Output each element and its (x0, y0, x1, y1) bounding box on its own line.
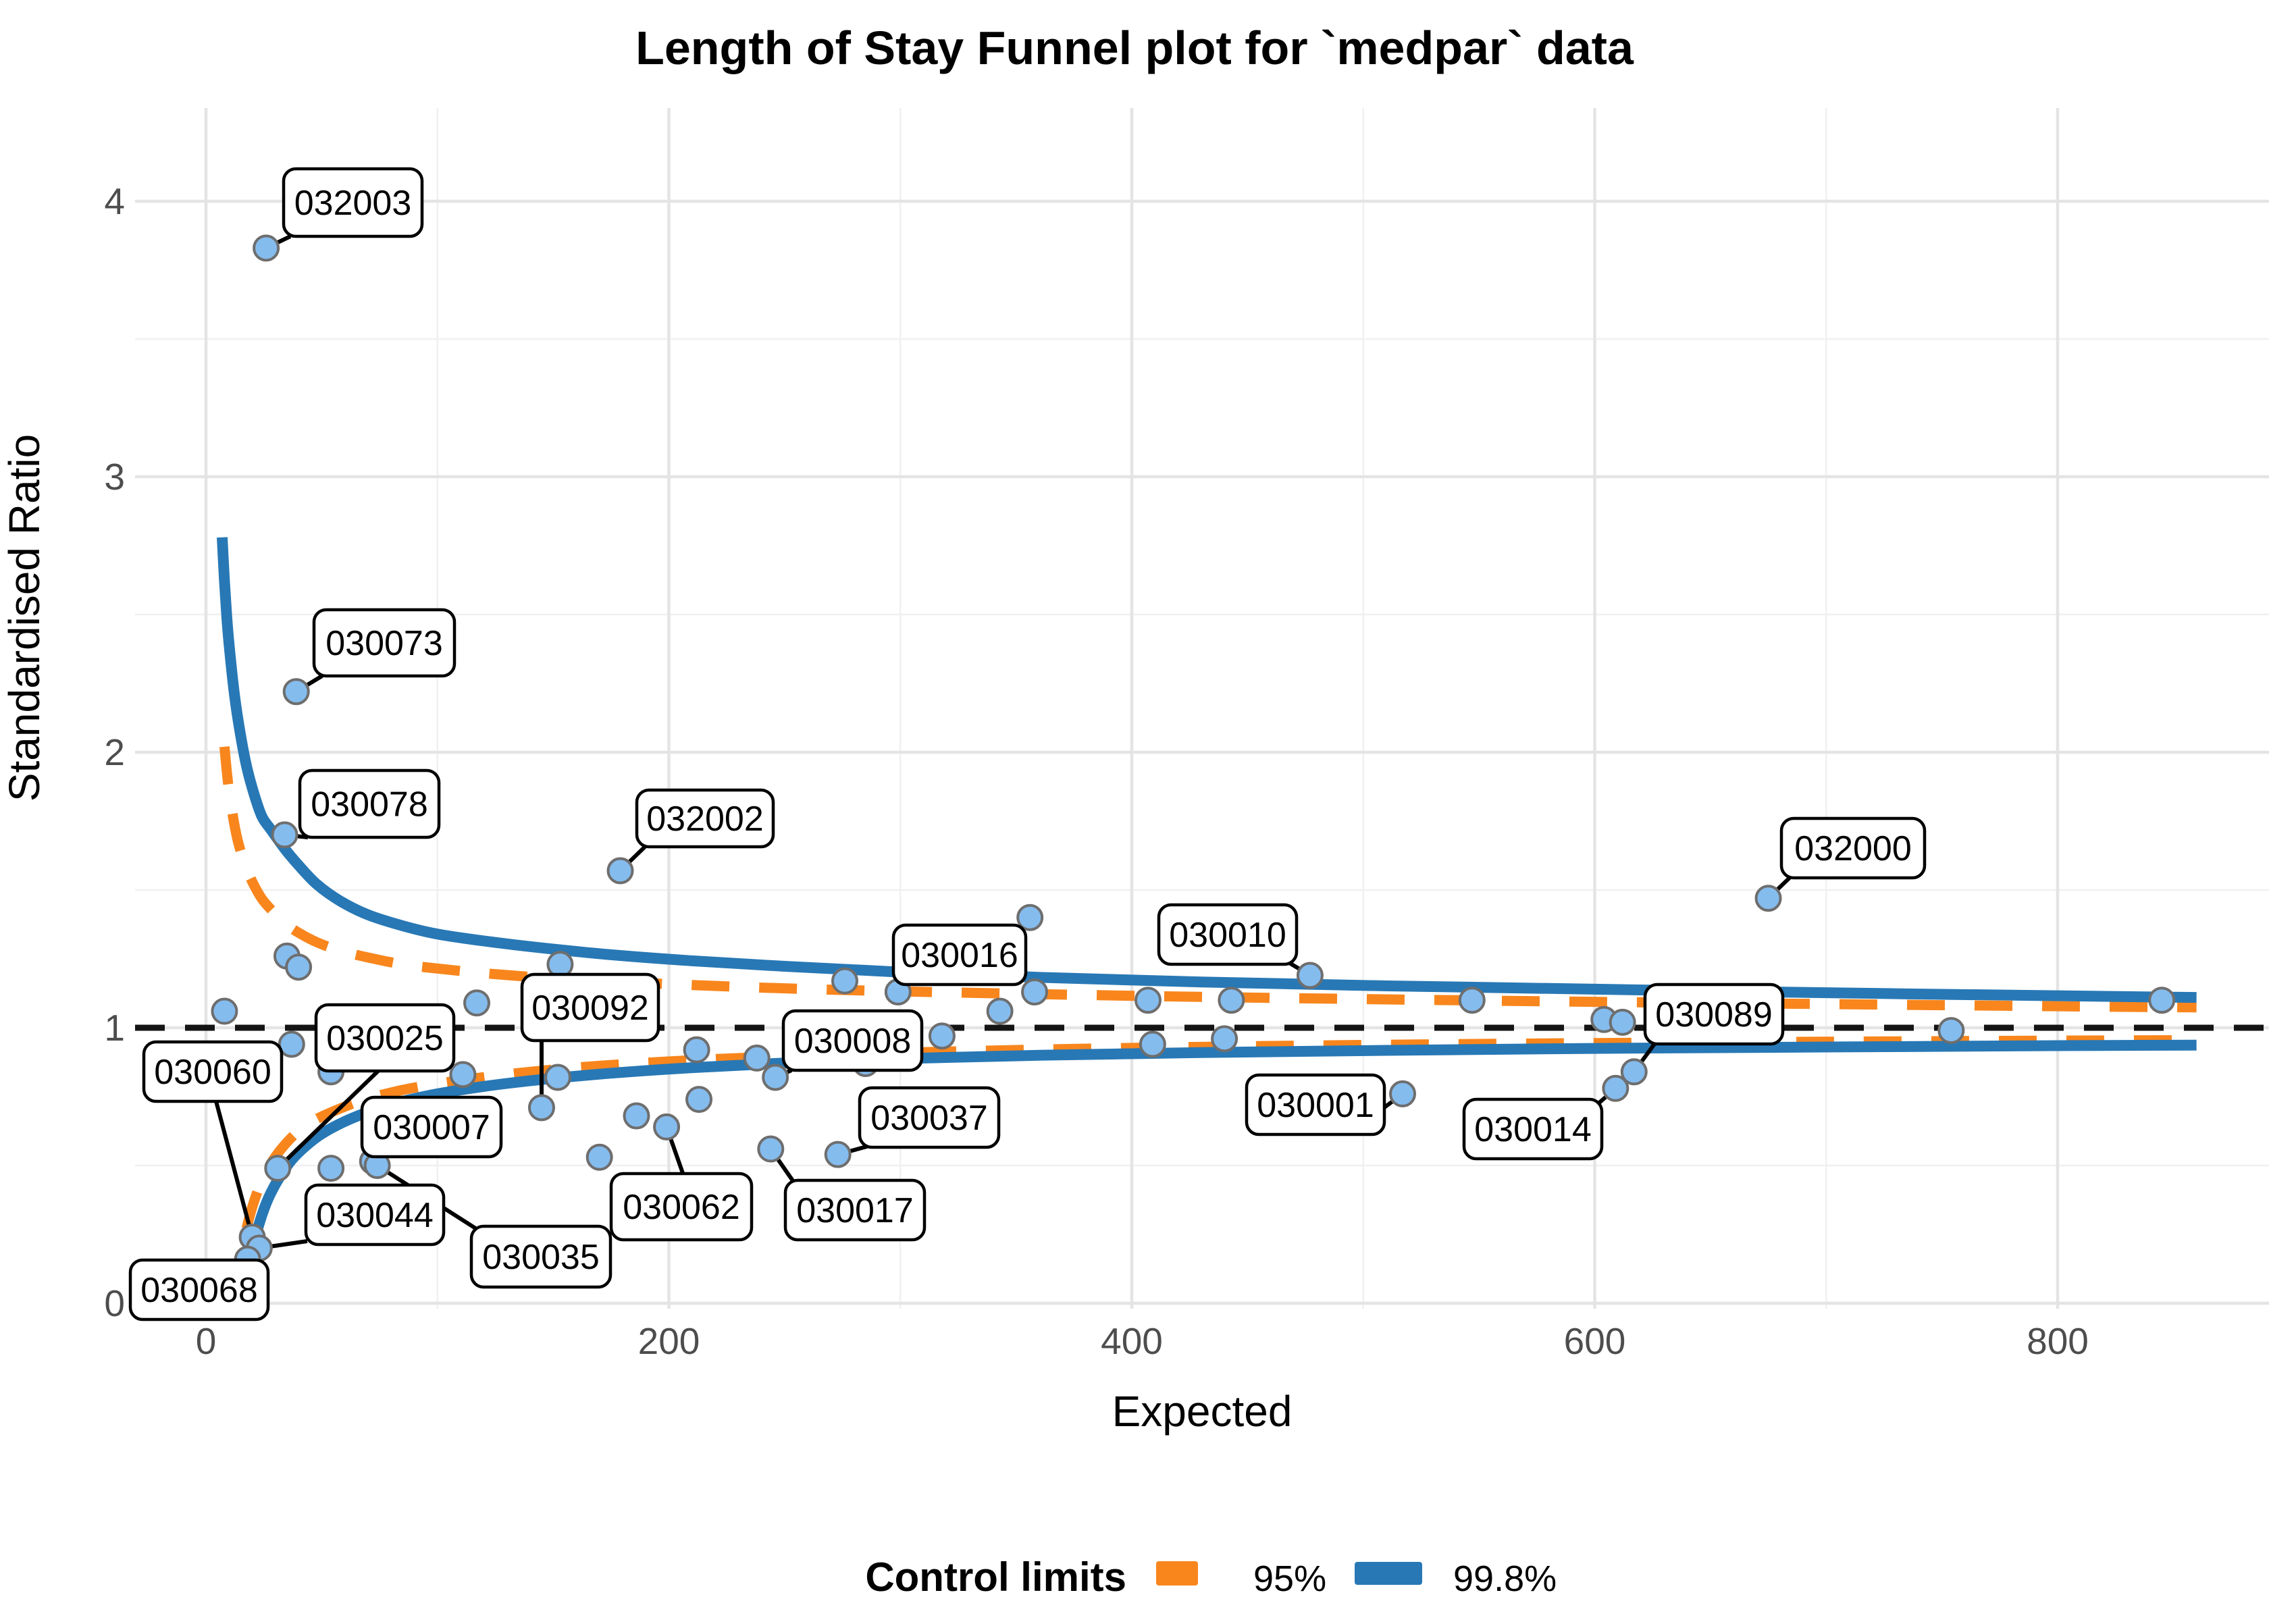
data-point-030008 (763, 1065, 787, 1089)
point-label-text-032003: 032003 (294, 184, 412, 223)
data-point-030017 (758, 1137, 783, 1161)
leader-line-030060 (216, 1101, 253, 1237)
point-label-text-030089: 030089 (1655, 995, 1773, 1034)
data-point (319, 1156, 343, 1180)
data-point-030073 (284, 679, 309, 704)
data-point (2149, 988, 2174, 1012)
data-point-032003 (254, 236, 278, 260)
legend-label-95: 95% (1253, 1558, 1326, 1599)
point-label-text-030007: 030007 (373, 1108, 490, 1147)
legend-title: Control limits (865, 1554, 1126, 1600)
data-point (685, 1038, 709, 1062)
data-point (1219, 988, 1243, 1012)
data-point (1022, 980, 1047, 1004)
data-point (1611, 1010, 1635, 1034)
data-point (465, 991, 489, 1015)
y-tick-label: 1 (104, 1007, 125, 1049)
data-point-030025 (265, 1156, 290, 1180)
data-point (1460, 988, 1484, 1012)
data-point (1141, 1032, 1165, 1056)
x-axis-title: Expected (1112, 1387, 1293, 1436)
x-tick-label: 600 (1564, 1320, 1626, 1362)
point-label-text-030035: 030035 (482, 1238, 600, 1277)
data-point (212, 999, 236, 1024)
data-point (1939, 1018, 1963, 1043)
point-label-text-030016: 030016 (901, 936, 1018, 975)
data-point (546, 1065, 570, 1089)
point-label-text-030044: 030044 (316, 1196, 434, 1235)
point-label-text-030017: 030017 (796, 1191, 914, 1230)
data-point (588, 1145, 612, 1170)
data-point-030010 (1298, 963, 1322, 987)
point-label-text-030078: 030078 (311, 785, 428, 824)
data-point (286, 955, 311, 979)
plot-title: Length of Stay Funnel plot for `medpar` … (635, 22, 1634, 74)
y-tick-label: 4 (104, 180, 125, 222)
point-label-text-030008: 030008 (794, 1022, 912, 1061)
point-label-text-032002: 032002 (646, 800, 764, 839)
data-point (1212, 1026, 1236, 1051)
data-point-032002 (608, 858, 633, 883)
x-tick-label: 0 (196, 1320, 217, 1362)
data-point-030062 (654, 1115, 679, 1139)
y-tick-label: 2 (104, 731, 125, 773)
point-label-text-030068: 030068 (140, 1271, 258, 1310)
data-point-030092 (529, 1095, 554, 1120)
data-point-030014 (1603, 1076, 1627, 1101)
point-label-text-030073: 030073 (325, 624, 443, 663)
data-point-030001 (1390, 1082, 1415, 1106)
data-point (1136, 988, 1160, 1012)
point-label-text-030025: 030025 (326, 1019, 444, 1058)
legend-label-998: 99.8% (1453, 1558, 1557, 1599)
legend: Control limits 95% 99.8% (865, 1554, 1557, 1600)
data-point (745, 1046, 769, 1070)
point-label-text-030001: 030001 (1257, 1086, 1374, 1125)
data-point (988, 999, 1012, 1024)
x-tick-label: 200 (638, 1320, 700, 1362)
data-point (450, 1062, 475, 1086)
data-point (930, 1024, 954, 1048)
y-axis-title: Standardised Ratio (0, 434, 49, 802)
x-tick-label: 400 (1101, 1320, 1163, 1362)
y-tick-label: 0 (104, 1282, 125, 1324)
data-point (280, 1032, 304, 1056)
data-point (625, 1104, 649, 1128)
legend-swatch-95 (1156, 1561, 1198, 1586)
point-label-text-030014: 030014 (1474, 1110, 1592, 1149)
point-label-text-030060: 030060 (154, 1053, 271, 1092)
point-label-boxes: 032003 030073 030078 032002 032000 030016 0300… (130, 169, 1925, 1319)
point-label-text-030010: 030010 (1169, 916, 1286, 955)
point-label-text-030037: 030037 (870, 1099, 988, 1138)
data-point (833, 969, 857, 993)
point-label-text-032000: 032000 (1794, 829, 1912, 868)
data-point-030078 (273, 822, 297, 847)
x-tick-label: 800 (2027, 1320, 2089, 1362)
data-point (687, 1087, 711, 1111)
point-label-text-030092: 030092 (531, 989, 649, 1028)
data-point-030037 (826, 1143, 850, 1167)
data-point-032000 (1756, 886, 1781, 910)
y-tick-label: 3 (104, 456, 125, 498)
legend-swatch-998 (1355, 1562, 1422, 1585)
point-label-text-030062: 030062 (623, 1188, 740, 1227)
